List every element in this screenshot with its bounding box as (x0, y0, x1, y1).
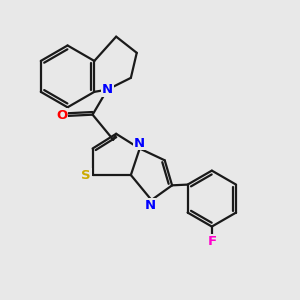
Text: N: N (134, 137, 145, 150)
Text: N: N (144, 199, 156, 212)
Text: N: N (102, 83, 113, 96)
Text: S: S (81, 169, 91, 182)
Text: F: F (207, 235, 216, 248)
Text: O: O (56, 109, 67, 122)
